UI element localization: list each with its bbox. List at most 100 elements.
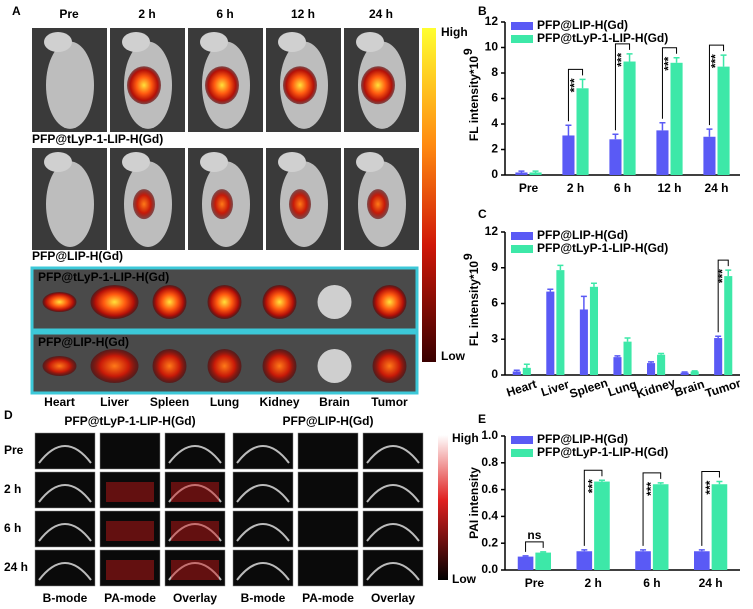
ultrasound-image	[297, 432, 359, 470]
organ	[207, 349, 242, 383]
error-bar	[720, 54, 727, 67]
significance-bracket	[614, 43, 631, 131]
legend-swatch	[511, 436, 533, 444]
y-tick-label: 8	[491, 65, 498, 79]
organ-label: Kidney	[259, 395, 299, 409]
significance-bracket	[717, 259, 729, 333]
y-tick-label: 4	[491, 116, 498, 130]
y-tick-label: 9	[491, 260, 498, 274]
organ	[262, 285, 297, 319]
colorbar	[438, 435, 448, 580]
organ	[42, 356, 77, 376]
signal	[367, 189, 389, 220]
bar	[690, 371, 699, 375]
organ	[372, 285, 407, 319]
ultrasound-image	[232, 510, 294, 548]
row-label: 24 h	[4, 560, 28, 574]
row-label: 6 h	[4, 521, 21, 535]
error-bar	[547, 288, 554, 292]
mouse-head	[122, 32, 150, 52]
mode-label: Overlay	[371, 591, 415, 605]
organ-label: Heart	[44, 395, 75, 409]
bar	[512, 371, 521, 375]
y-tick-label: 0	[491, 167, 498, 181]
mode-label: PA-mode	[302, 591, 354, 605]
error-bar	[640, 549, 647, 552]
x-tick-label: Heart	[505, 377, 539, 400]
organ-label: Tumor	[371, 395, 408, 409]
y-tick-label: 0.2	[481, 535, 498, 549]
organ	[317, 285, 352, 319]
organ	[90, 285, 139, 319]
mouse-body	[46, 41, 94, 129]
bar	[515, 172, 528, 175]
significance-label: ***	[644, 482, 658, 496]
error-bar	[626, 53, 633, 62]
error-bar	[557, 264, 564, 271]
organ-box-label: PFP@tLyP-1-LIP-H(Gd)	[38, 270, 169, 284]
y-label: PAI intensity	[467, 467, 481, 539]
b-mode-arc	[168, 562, 222, 581]
legend-swatch	[511, 22, 533, 30]
legend-label: PFP@tLyP-1-LIP-H(Gd)	[537, 31, 668, 45]
b-mode-arc	[366, 523, 420, 542]
bar	[647, 363, 656, 375]
error-bar	[580, 295, 587, 310]
ultrasound-image	[164, 510, 226, 548]
pa-signal	[171, 482, 219, 502]
error-bar	[648, 361, 655, 364]
bar	[623, 61, 636, 175]
error-bar	[565, 124, 572, 136]
b-mode-arc	[236, 484, 290, 503]
colorbar	[422, 28, 436, 362]
bar	[535, 552, 551, 570]
panel-label: D	[4, 408, 13, 422]
group-label: PFP@tLyP-1-LIP-H(Gd)	[64, 414, 195, 428]
y-tick-label: 0.8	[481, 455, 498, 469]
bar	[562, 135, 575, 175]
bar	[556, 270, 565, 375]
pa-signal	[171, 521, 219, 541]
ultrasound-image	[232, 432, 294, 470]
x-tick-label: 6 h	[643, 576, 660, 590]
ultrasound-image	[297, 549, 359, 587]
b-mode-arc	[38, 523, 92, 542]
significance-bracket	[583, 469, 603, 546]
b-mode-arc	[366, 445, 420, 464]
organ	[262, 349, 297, 383]
error-bar	[518, 170, 525, 173]
significance-bracket	[525, 541, 544, 552]
b-mode-arc	[168, 445, 222, 464]
x-tick-label: 2 h	[567, 181, 584, 195]
significance-bracket	[642, 472, 662, 546]
y-tick-label: 0	[491, 367, 498, 381]
significance-label: ***	[585, 479, 599, 493]
bar	[594, 481, 610, 570]
error-bar	[522, 555, 529, 557]
ultrasound-image	[99, 510, 161, 548]
bar	[613, 357, 622, 375]
bar	[656, 130, 669, 175]
bar	[529, 172, 542, 175]
y-label-group: FL intensity*109	[461, 48, 481, 141]
error-bar	[715, 335, 722, 339]
bar	[711, 484, 728, 570]
bar	[517, 556, 534, 570]
row-label: 2 h	[4, 482, 21, 496]
x-tick-label: Lung	[606, 377, 638, 399]
error-bar	[612, 133, 619, 140]
bar	[576, 88, 589, 175]
mode-label: B-mode	[43, 591, 88, 605]
significance-label: ***	[615, 53, 629, 67]
error-bar	[716, 480, 723, 485]
signal	[133, 189, 155, 220]
error-bar	[523, 363, 530, 368]
bar	[724, 276, 733, 375]
x-tick-label: 6 h	[614, 181, 631, 195]
bar	[576, 551, 593, 570]
y-tick-label: 10	[485, 40, 499, 54]
timepoint-label: 6 h	[216, 7, 233, 21]
y-label-exponent: 9	[461, 253, 475, 260]
ultrasound-image	[164, 432, 226, 470]
